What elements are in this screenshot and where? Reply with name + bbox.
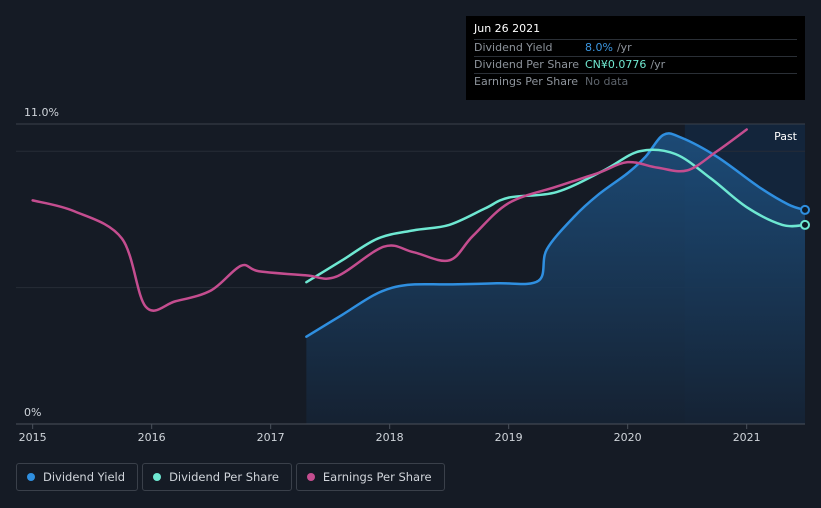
tooltip-date: Jun 26 2021 <box>474 22 541 35</box>
x-tick-label: 2019 <box>495 431 523 444</box>
legend: Dividend Yield Dividend Per Share Earnin… <box>16 463 445 491</box>
dividend-per-share-line <box>305 148 807 284</box>
tooltip-row-dividend-per-share: Dividend Per Share CN¥0.0776 /yr <box>474 56 797 73</box>
x-tick-label: 2015 <box>19 431 47 444</box>
past-label: Past <box>774 130 798 143</box>
x-tick-label: 2018 <box>376 431 404 444</box>
x-tick-label: 2020 <box>614 431 642 444</box>
tooltip-label: Dividend Yield <box>474 41 553 54</box>
tooltip: Jun 26 2021 Dividend Yield 8.0% /yr Divi… <box>466 16 805 100</box>
legend-label: Dividend Yield <box>43 470 126 484</box>
legend-item-earnings-per-share[interactable]: Earnings Per Share <box>295 463 445 491</box>
y-tick-label: 11.0% <box>24 106 59 119</box>
legend-label: Dividend Per Share <box>169 470 279 484</box>
tooltip-row-dividend-yield: Dividend Yield 8.0% /yr <box>474 39 797 56</box>
tooltip-unit: /yr <box>616 41 632 54</box>
y-tick-label: 0% <box>24 406 41 419</box>
dividend-per-share-end-marker <box>800 219 810 230</box>
dividend-yield-end-marker <box>800 204 810 215</box>
tooltip-value: CN¥0.0776 <box>585 58 647 71</box>
legend-item-dividend-per-share[interactable]: Dividend Per Share <box>142 463 292 491</box>
x-tick-label: 2016 <box>138 431 166 444</box>
x-tick-label: 2021 <box>733 431 761 444</box>
legend-dot-icon <box>306 473 315 481</box>
dividend-yield-line <box>305 132 807 338</box>
legend-label: Earnings Per Share <box>322 470 432 484</box>
tooltip-unit: /yr <box>650 58 666 71</box>
x-tick-label: 2017 <box>257 431 285 444</box>
legend-item-dividend-yield[interactable]: Dividend Yield <box>16 463 139 491</box>
tooltip-value: 8.0% <box>585 41 613 54</box>
earnings-per-share-line <box>31 128 748 312</box>
tooltip-row-earnings-per-share: Earnings Per Share No data <box>474 73 797 90</box>
tooltip-label: Earnings Per Share <box>474 75 579 88</box>
tooltip-label: Dividend Per Share <box>474 58 580 71</box>
legend-dot-icon <box>153 473 162 481</box>
legend-dot-icon <box>27 473 35 481</box>
tooltip-value: No data <box>585 75 629 88</box>
dividend-yield-area <box>306 133 805 425</box>
